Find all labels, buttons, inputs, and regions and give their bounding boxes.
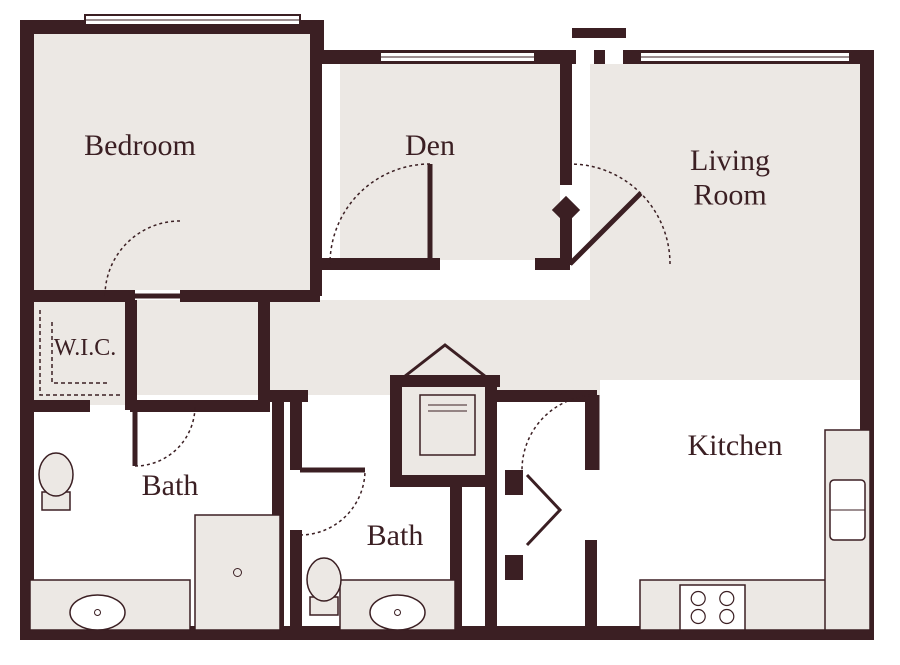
- room-entry: [510, 395, 590, 630]
- toilet-bowl: [39, 453, 73, 496]
- label-wic: W.I.C.: [54, 335, 116, 361]
- label-bedroom: Bedroom: [84, 129, 196, 162]
- appliance: [420, 395, 475, 455]
- sink: [370, 595, 425, 630]
- floorplan-svg: Bedroom Den LivingRoom W.I.C. Bath Bath Kitche…: [0, 0, 900, 665]
- label-living: Living: [690, 144, 770, 177]
- shower: [195, 515, 280, 630]
- label-den: Den: [405, 129, 455, 162]
- sink: [70, 595, 125, 630]
- toilet-bowl: [307, 558, 341, 601]
- label-bath2: Bath: [367, 519, 424, 552]
- label-bath1: Bath: [142, 469, 199, 502]
- label-living: Room: [693, 179, 766, 212]
- stove: [680, 585, 745, 630]
- label-kitchen: Kitchen: [688, 429, 783, 462]
